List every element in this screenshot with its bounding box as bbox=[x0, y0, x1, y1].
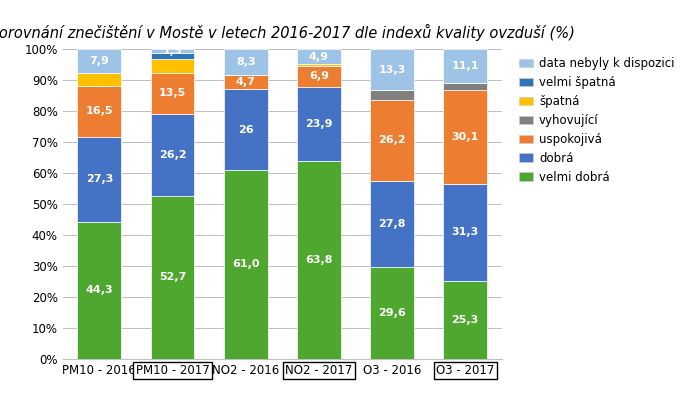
Text: 13,3: 13,3 bbox=[378, 64, 406, 75]
Bar bbox=[443, 83, 487, 90]
Text: 31,3: 31,3 bbox=[452, 227, 479, 237]
Text: 27,8: 27,8 bbox=[378, 219, 406, 229]
Text: 16,5: 16,5 bbox=[86, 106, 113, 116]
Text: 61,0: 61,0 bbox=[232, 259, 259, 269]
Bar bbox=[77, 86, 121, 137]
Bar bbox=[443, 49, 487, 83]
Bar bbox=[370, 181, 414, 267]
Bar bbox=[370, 267, 414, 359]
Title: Porovnání znečištění v Mostě v letech 2016-2017 dle indexů kvality ovzduší (%): Porovnání znečištění v Mostě v letech 20… bbox=[0, 24, 575, 41]
Bar bbox=[224, 49, 268, 75]
Bar bbox=[224, 75, 268, 89]
Bar bbox=[151, 53, 194, 59]
Text: 25,3: 25,3 bbox=[452, 315, 479, 325]
Bar bbox=[77, 73, 121, 86]
Text: 52,7: 52,7 bbox=[159, 272, 186, 282]
Bar bbox=[297, 64, 341, 66]
Bar bbox=[77, 49, 121, 73]
Bar bbox=[370, 100, 414, 181]
Text: 26,2: 26,2 bbox=[378, 135, 406, 145]
Text: 44,3: 44,3 bbox=[86, 285, 113, 295]
Text: 7,9: 7,9 bbox=[89, 56, 109, 66]
Bar bbox=[224, 89, 268, 170]
Text: 27,3: 27,3 bbox=[86, 174, 113, 184]
Bar bbox=[151, 59, 194, 73]
Bar bbox=[443, 184, 487, 281]
Text: 30,1: 30,1 bbox=[452, 132, 479, 142]
Bar bbox=[443, 90, 487, 184]
Bar bbox=[151, 195, 194, 359]
Text: 1,3: 1,3 bbox=[162, 46, 183, 56]
Bar bbox=[77, 137, 121, 222]
Text: 26: 26 bbox=[238, 124, 254, 135]
Text: 8,3: 8,3 bbox=[236, 57, 256, 67]
Text: 63,8: 63,8 bbox=[305, 255, 332, 265]
Legend: data nebyly k dispozici, velmi špatná, špatná, vyhovující, uspokojivá, dobrá, ve: data nebyly k dispozici, velmi špatná, š… bbox=[516, 55, 677, 186]
Bar bbox=[151, 49, 194, 53]
Bar bbox=[297, 87, 341, 161]
Bar bbox=[151, 114, 194, 195]
Text: 13,5: 13,5 bbox=[159, 89, 186, 98]
Text: 26,2: 26,2 bbox=[159, 150, 186, 160]
Text: 4,9: 4,9 bbox=[309, 51, 329, 62]
Bar bbox=[151, 73, 194, 114]
Bar bbox=[370, 90, 414, 100]
Text: 23,9: 23,9 bbox=[305, 119, 332, 129]
Bar bbox=[77, 222, 121, 359]
Bar bbox=[370, 49, 414, 90]
Bar bbox=[443, 281, 487, 359]
Bar bbox=[224, 170, 268, 359]
Text: 11,1: 11,1 bbox=[452, 61, 479, 71]
Text: 29,6: 29,6 bbox=[378, 308, 406, 318]
Text: 6,9: 6,9 bbox=[309, 71, 329, 82]
Text: 4,7: 4,7 bbox=[236, 77, 256, 87]
Bar bbox=[297, 49, 341, 64]
Bar bbox=[297, 161, 341, 359]
Bar bbox=[297, 66, 341, 87]
